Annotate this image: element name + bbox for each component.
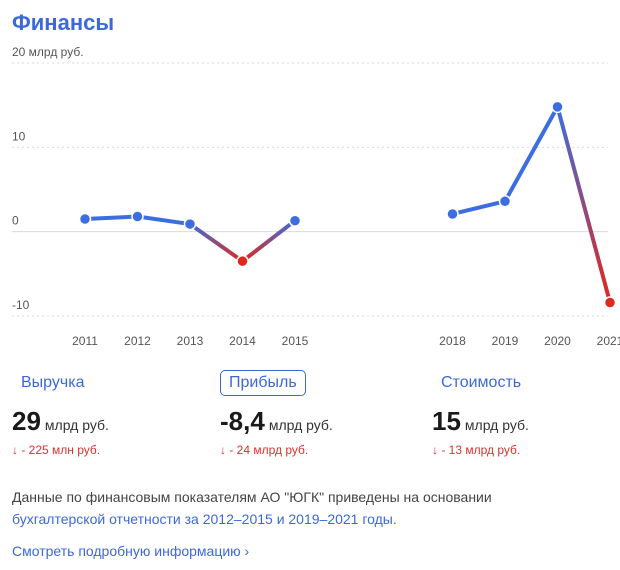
series-line-segment: [503, 104, 560, 204]
y-tick-label: 20 млрд руб.: [12, 45, 84, 59]
metric-profit-change: ↓ - 24 млрд руб.: [220, 443, 309, 457]
metric-cost-change: ↓ - 13 млрд руб.: [432, 443, 521, 457]
metric-value-cost: Стоимость 15 млрд руб. ↓ - 13 млрд руб.: [432, 370, 530, 457]
y-tick-label: 0: [12, 214, 19, 228]
y-tick-label: 10: [12, 129, 26, 143]
data-point[interactable]: [236, 254, 249, 268]
metric-cost-value-row: 15 млрд руб.: [432, 406, 530, 437]
x-tick-label: 2020: [544, 334, 571, 348]
x-tick-label: 2012: [124, 334, 151, 348]
x-tick-label: 2014: [229, 334, 256, 348]
metric-profit: Прибыль -8,4 млрд руб. ↓ - 24 млрд руб.: [220, 370, 333, 457]
finance-line-chart: 20 млрд руб. 10 0 -10 2011 2012 2013 2014 2015 2…: [12, 45, 620, 348]
data-source-note: Данные по финансовым показателям АО "ЮГК…: [12, 486, 612, 530]
data-point[interactable]: [78, 212, 92, 226]
metric-cost-tab[interactable]: Стоимость: [441, 374, 522, 391]
data-point[interactable]: [551, 100, 564, 114]
x-tick-label: 2015: [282, 334, 309, 348]
x-tick-label: 2021: [597, 334, 620, 348]
series-line-segment: [188, 222, 245, 264]
x-tick-label: 2018: [439, 334, 466, 348]
metric-revenue-unit: млрд руб.: [44, 417, 109, 433]
more-info-link[interactable]: Смотреть подробную информацию ›: [12, 543, 250, 559]
data-point[interactable]: [183, 217, 197, 231]
data-point[interactable]: [603, 296, 617, 309]
metric-profit-value: -8,4: [220, 406, 265, 436]
metric-cost-value: 15: [432, 406, 461, 436]
metric-revenue-value-row: 29 млрд руб.: [12, 406, 109, 437]
data-point[interactable]: [288, 214, 302, 227]
series-line-segment: [240, 218, 297, 264]
series-line-segment: [555, 104, 612, 305]
metric-revenue-change: ↓ - 225 млн руб.: [12, 443, 101, 457]
metric-revenue-value: 29: [12, 406, 41, 436]
metric-revenue: Выручка 29 млрд руб. ↓ - 225 млн руб.: [12, 370, 109, 457]
data-point[interactable]: [446, 207, 459, 221]
y-tick-label: -10: [12, 298, 30, 312]
series-line-segment: [450, 199, 507, 216]
section-title: Финансы: [12, 10, 115, 35]
series-line-segment: [83, 214, 140, 222]
data-point[interactable]: [498, 195, 512, 208]
x-tick-label: 2011: [72, 334, 98, 348]
metric-revenue-tab[interactable]: Выручка: [21, 374, 85, 391]
data-point[interactable]: [131, 210, 144, 223]
series-line-segment: [135, 214, 192, 227]
x-tick-label: 2019: [492, 334, 519, 348]
metric-profit-unit: млрд руб.: [268, 417, 333, 433]
metric-profit-value-row: -8,4 млрд руб.: [220, 406, 333, 437]
note-link[interactable]: бухгалтерской отчетности за 2012–2015 и …: [12, 511, 397, 527]
metric-profit-tab[interactable]: Прибыль: [220, 370, 306, 396]
metric-cost-unit: млрд руб.: [464, 417, 529, 433]
x-tick-label: 2013: [177, 334, 204, 348]
note-text: Данные по финансовым показателям АО "ЮГК…: [12, 489, 492, 505]
